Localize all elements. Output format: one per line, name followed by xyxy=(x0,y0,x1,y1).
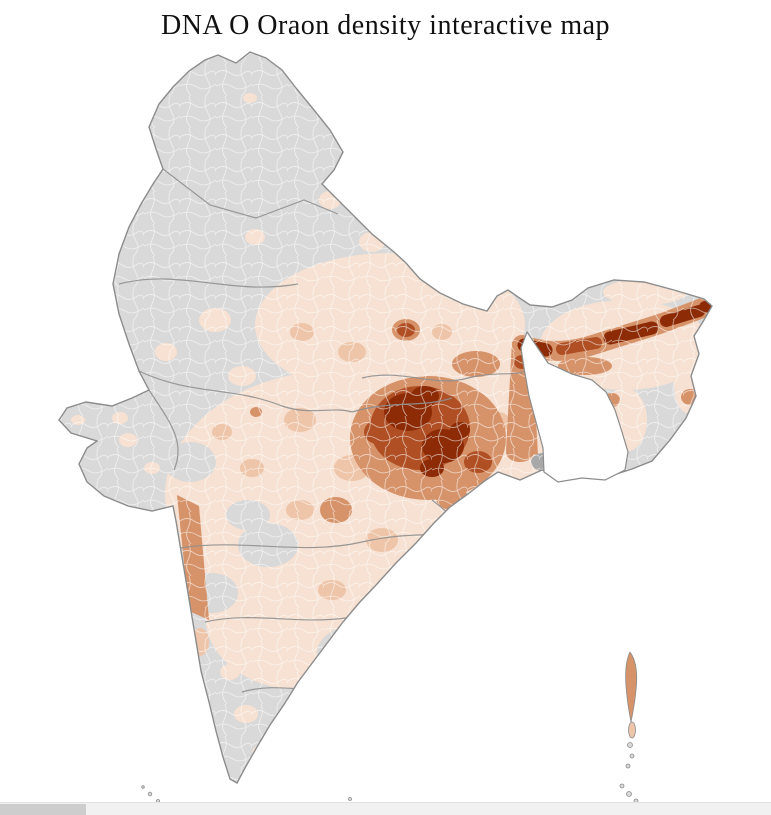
bangladesh-gap xyxy=(520,330,629,483)
lakshadweep-islands xyxy=(141,785,352,803)
andaman-nicobar-islands xyxy=(619,651,639,804)
map-title: DNA O Oraon density interactive map xyxy=(160,10,611,41)
horizontal-scrollbar-track[interactable] xyxy=(0,802,771,815)
horizontal-scrollbar-thumb[interactable] xyxy=(0,804,86,815)
